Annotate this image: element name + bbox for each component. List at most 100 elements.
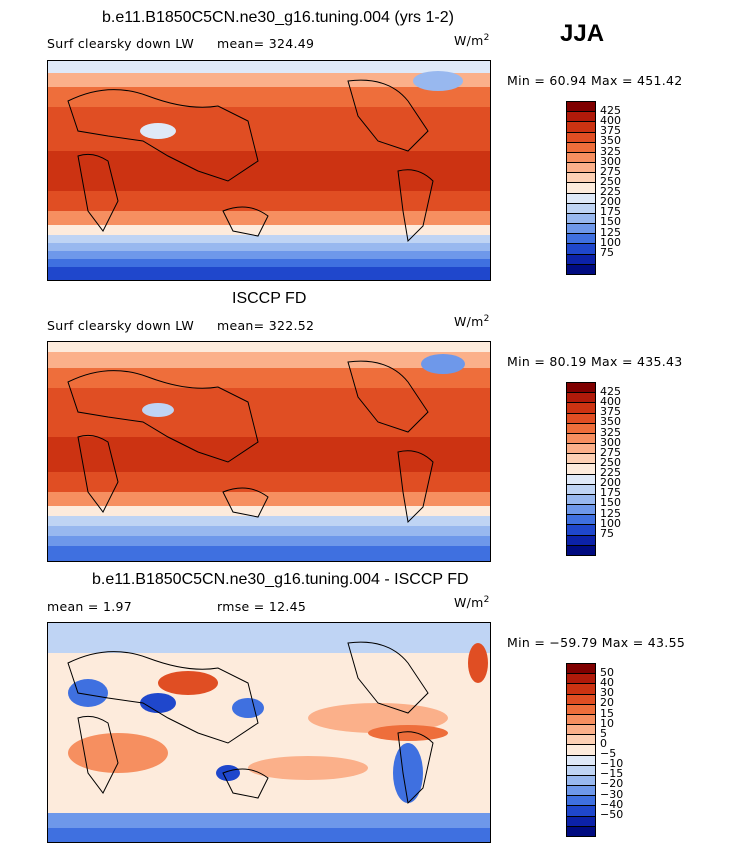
panel-1-colorbar-tick-label: 375: [600, 124, 621, 138]
panel-1-colorbar-tick-label: 75: [600, 245, 614, 259]
panel-3-colorbar-swatch: [567, 674, 595, 685]
panel-2-mean: mean= 322.52: [217, 318, 315, 333]
panel-1-colorbar-tick-label: 175: [600, 205, 621, 219]
panel-2-map: [47, 341, 491, 562]
panel-3-colorbar-swatch: [567, 796, 595, 807]
panel-3-colorbar-tick-label: −30: [600, 787, 624, 801]
season-label: JJA: [560, 20, 605, 47]
panel-1-variable: Surf clearsky down LW: [47, 36, 195, 51]
panel-1-colorbar-swatch: [567, 132, 595, 143]
panel-1-colorbar-swatch: [567, 244, 595, 255]
panel-3-colorbar-tick-label: −10: [600, 757, 624, 771]
panel-1-colorbar: [566, 101, 596, 275]
panel-1-colorbar-swatch: [567, 112, 595, 123]
panel-3-colorbar-tick-label: 30: [600, 686, 614, 700]
panel-2-title: ISCCP FD: [232, 290, 307, 307]
panel-2-colorbar-swatch: [567, 545, 595, 555]
panel-3-minmax: Min = −59.79 Max = 43.55: [507, 635, 686, 650]
panel-2-colorbar-tick-label: 300: [600, 435, 621, 449]
panel-3-colorbar-swatch: [567, 704, 595, 715]
panel-3-colorbar-tick-label: −20: [600, 777, 624, 791]
panel-2-colorbar-swatch: [567, 515, 595, 526]
panel-2-units: W/m2: [454, 314, 490, 330]
panel-3-colorbar-tick-label: 15: [600, 706, 614, 720]
panel-2-colorbar-tick-label: 150: [600, 496, 621, 510]
panel-3-colorbar-swatch: [567, 755, 595, 766]
panel-2-colorbar-swatch: [567, 383, 595, 394]
panel-3-colorbar-swatch: [567, 745, 595, 756]
panel-3-colorbar-tick-label: 5: [600, 726, 607, 740]
panel-1-colorbar-swatch: [567, 203, 595, 214]
panel-1-colorbar-swatch: [567, 264, 595, 274]
panel-1-map: [47, 60, 491, 281]
panel-1-colorbar-tick-label: 100: [600, 235, 621, 249]
panel-2-colorbar-tick-label: 325: [600, 425, 621, 439]
panel-2-colorbar-swatch: [567, 403, 595, 414]
panel-2-colorbar-tick-label: 125: [600, 506, 621, 520]
panel-3-colorbar-tick-label: −5: [600, 747, 617, 761]
panel-3-map-field: [48, 623, 490, 842]
panel-3-colorbar-swatch: [567, 775, 595, 787]
panel-2-colorbar-swatch: [567, 413, 595, 424]
panel-3-colorbar-swatch: [567, 826, 595, 836]
panel-1-colorbar-tick-label: 325: [600, 144, 621, 158]
panel-2-colorbar-swatch: [567, 474, 595, 485]
panel-3-colorbar-tick-label: 20: [600, 696, 614, 710]
panel-3-colorbar-swatch: [567, 684, 595, 695]
panel-1-units: W/m2: [454, 33, 490, 49]
panel-3-colorbar-tick-label: 50: [600, 666, 614, 680]
panel-1-colorbar-swatch: [567, 173, 595, 184]
panel-3-title: b.e11.B1850C5CN.ne30_g16.tuning.004 - IS…: [92, 571, 469, 588]
panel-2-colorbar-swatch: [567, 454, 595, 465]
panel-1-colorbar-swatch: [567, 152, 595, 164]
panel-1-colorbar-tick-label: 200: [600, 195, 621, 209]
panel-1-colorbar-tick-label: 225: [600, 185, 621, 199]
panel-3-colorbar-swatch: [567, 786, 595, 797]
panel-2-map-field: [48, 342, 490, 561]
panel-1-colorbar-swatch: [567, 163, 595, 174]
panel-3-colorbar-tick-label: −40: [600, 797, 624, 811]
panel-1-mean: mean= 324.49: [217, 36, 315, 51]
panel-3-colorbar-tick-label: −50: [600, 807, 624, 821]
panel-3-rmse: rmse = 12.45: [217, 599, 307, 614]
panel-3-colorbar-swatch: [567, 714, 595, 726]
panel-2-colorbar-swatch: [567, 433, 595, 445]
panel-1-title: b.e11.B1850C5CN.ne30_g16.tuning.004 (yrs…: [102, 9, 454, 26]
panel-2-colorbar-tick-label: 75: [600, 526, 614, 540]
panel-2-colorbar-swatch: [567, 525, 595, 536]
panel-1-colorbar-tick-label: 400: [600, 114, 621, 128]
panel-1-colorbar-swatch: [567, 142, 595, 153]
panel-3-units: W/m2: [454, 595, 490, 611]
panel-1-minmax: Min = 60.94 Max = 451.42: [507, 73, 683, 88]
panel-2-colorbar-swatch: [567, 393, 595, 404]
panel-2-colorbar-swatch: [567, 535, 595, 546]
panel-3-colorbar-swatch: [567, 735, 595, 746]
panel-2-colorbar-tick-label: 225: [600, 466, 621, 480]
panel-3-colorbar-swatch: [567, 765, 595, 776]
panel-2-minmax: Min = 80.19 Max = 435.43: [507, 354, 683, 369]
panel-2-colorbar-swatch: [567, 444, 595, 455]
panel-3-mean: mean = 1.97: [47, 599, 133, 614]
panel-2-variable: Surf clearsky down LW: [47, 318, 195, 333]
panel-3-colorbar-swatch: [567, 664, 595, 675]
panel-1-colorbar-tick-label: 300: [600, 154, 621, 168]
panel-3-colorbar-swatch: [567, 816, 595, 827]
panel-1-colorbar-tick-label: 425: [600, 104, 621, 118]
panel-2-colorbar-tick-label: 350: [600, 415, 621, 429]
panel-1-map-field: [48, 61, 490, 280]
panel-2-colorbar-tick-label: 425: [600, 385, 621, 399]
panel-1-colorbar-swatch: [567, 254, 595, 265]
panel-3-map: [47, 622, 491, 843]
panel-2-colorbar-swatch: [567, 464, 595, 475]
panel-3-colorbar-swatch: [567, 694, 595, 705]
panel-1-colorbar-tick-label: 275: [600, 164, 621, 178]
panel-2-colorbar: [566, 382, 596, 556]
panel-2-colorbar-swatch: [567, 423, 595, 434]
panel-1-colorbar-tick-label: 125: [600, 225, 621, 239]
panel-1-colorbar-swatch: [567, 234, 595, 245]
panel-3-colorbar: [566, 663, 596, 837]
panel-2-colorbar-tick-label: 100: [600, 516, 621, 530]
panel-2-colorbar-tick-label: 175: [600, 486, 621, 500]
panel-1-colorbar-swatch: [567, 213, 595, 225]
panel-2-colorbar-tick-label: 375: [600, 405, 621, 419]
